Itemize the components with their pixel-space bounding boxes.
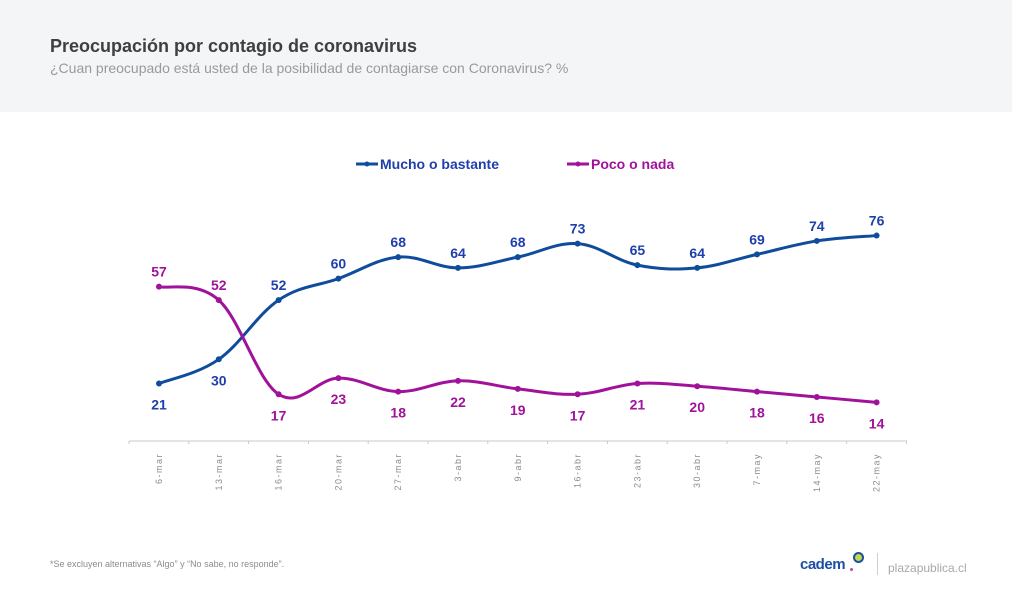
data-label: 16 xyxy=(809,410,825,426)
data-point xyxy=(873,399,880,406)
data-label: 73 xyxy=(570,221,586,237)
data-point xyxy=(395,254,402,261)
data-label: 64 xyxy=(689,245,705,261)
x-tick-label: 13-mar xyxy=(214,453,224,491)
x-axis: 6-mar 13-mar 16-mar 20-mar 27-mar 3-abr 9-abr 1… xyxy=(128,440,907,492)
x-tick-label: 14-may xyxy=(812,453,822,492)
page-title: Preocupación por contagio de coronavirus xyxy=(50,36,418,56)
page-subtitle: ¿Cuan preocupado está usted de la posibi… xyxy=(50,60,569,76)
data-label: 76 xyxy=(869,213,885,229)
data-point xyxy=(335,275,342,282)
footer-divider xyxy=(877,553,878,575)
x-tick-label: 22-may xyxy=(872,453,882,492)
legend-marker xyxy=(575,161,581,167)
cadem-logo-dot-icon xyxy=(850,568,853,571)
data-label: 18 xyxy=(749,405,765,421)
data-point xyxy=(754,251,760,258)
data-label: 17 xyxy=(271,407,287,423)
data-point xyxy=(813,237,820,244)
data-label: 21 xyxy=(151,397,167,413)
data-point xyxy=(574,240,581,247)
x-tick-label: 7-may xyxy=(752,453,762,486)
data-label: 57 xyxy=(151,264,167,280)
data-label: 74 xyxy=(809,218,825,234)
data-label: 18 xyxy=(390,405,406,421)
x-tick-label: 16-abr xyxy=(573,453,583,488)
x-tick-label: 3-abr xyxy=(453,453,463,482)
x-tick-label: 16-mar xyxy=(274,453,284,491)
data-label: 65 xyxy=(630,242,646,258)
data-label: 68 xyxy=(510,234,526,250)
data-label: 60 xyxy=(331,256,347,272)
data-point xyxy=(156,283,162,290)
data-label: 17 xyxy=(570,407,586,423)
data-point xyxy=(634,262,641,269)
data-label: 69 xyxy=(749,231,765,247)
data-point xyxy=(215,356,222,363)
site-link[interactable]: plazapublica.cl xyxy=(888,561,967,575)
data-point xyxy=(455,264,461,271)
data-label: 52 xyxy=(271,277,287,293)
cadem-logo: cadem xyxy=(800,556,846,573)
data-label: 30 xyxy=(211,372,227,388)
legend-label: Poco o nada xyxy=(591,156,674,172)
data-label: 22 xyxy=(450,394,466,410)
data-label: 23 xyxy=(331,391,347,407)
data-label: 52 xyxy=(211,277,227,293)
data-point xyxy=(395,388,402,395)
data-point xyxy=(873,232,880,239)
x-tick-label: 23-abr xyxy=(632,453,642,488)
data-point xyxy=(455,377,461,384)
header-band: Preocupación por contagio de coronavirus… xyxy=(0,0,1012,112)
data-point xyxy=(215,297,222,304)
data-point xyxy=(156,380,162,387)
legend-label: Mucho o bastante xyxy=(380,156,499,172)
series-line-poco xyxy=(157,285,879,404)
data-labels: 21 30 52 60 68 64 68 73 65 64 69 74 76 57 52 17 23 18 22 19… xyxy=(151,213,884,432)
data-point xyxy=(813,393,820,400)
footnote: *Se excluyen alternativas “Algo” y “No s… xyxy=(50,559,285,569)
data-point xyxy=(694,383,701,390)
cadem-logo-ring-icon xyxy=(853,552,864,563)
x-tick-label: 27-mar xyxy=(393,453,403,491)
chart-legend: Mucho o bastante Poco o nada xyxy=(356,156,674,172)
data-point xyxy=(634,380,641,387)
series-lines xyxy=(156,232,880,406)
x-tick-label: 30-abr xyxy=(692,453,702,488)
data-label: 19 xyxy=(510,402,526,418)
data-point xyxy=(754,388,760,395)
data-label: 20 xyxy=(689,399,705,415)
data-point xyxy=(574,391,581,398)
data-label: 64 xyxy=(450,245,466,261)
x-tick-label: 6-mar xyxy=(154,453,164,484)
data-point xyxy=(514,385,521,392)
data-label: 21 xyxy=(630,397,646,413)
data-point xyxy=(275,391,282,398)
data-label: 68 xyxy=(390,234,406,250)
data-point xyxy=(694,264,701,271)
line-chart: Mucho o bastante Poco o nada 6-mar 13-mar 1… xyxy=(128,156,907,492)
legend-marker xyxy=(364,161,370,167)
data-label: 14 xyxy=(869,415,885,431)
x-tick-label: 20-mar xyxy=(333,453,343,491)
x-tick-label: 9-abr xyxy=(513,453,523,482)
data-point xyxy=(275,297,282,304)
data-point xyxy=(335,375,342,382)
data-point xyxy=(514,254,521,261)
